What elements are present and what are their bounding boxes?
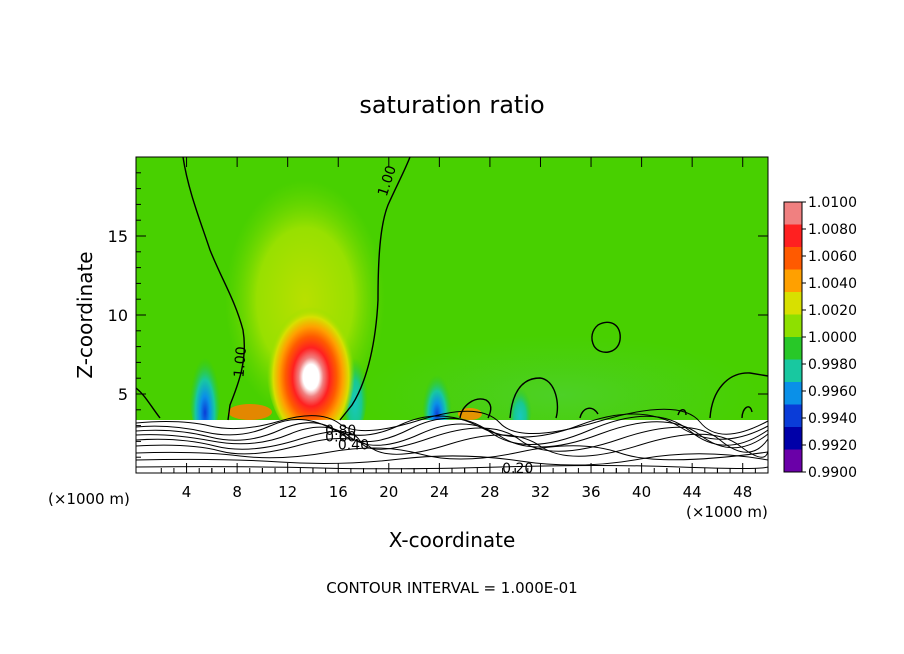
colorbar-swatch: [784, 449, 802, 473]
colorbar-level-label: 1.0020: [808, 303, 857, 319]
x-tick-label: 44: [683, 483, 702, 501]
colorbar-level-label: 0.9960: [808, 384, 857, 400]
contour-labels: 1.001.000.800.600.400.20: [231, 164, 533, 477]
contour-line-edge: [136, 387, 161, 419]
colorbar-swatch: [784, 382, 802, 405]
field-subsaturated-layer: [136, 420, 768, 473]
colorbar-level-label: 1.0080: [808, 222, 857, 238]
colorbar-swatch: [784, 404, 802, 428]
contour-line-closed: [591, 321, 621, 353]
colorbar-level-label: 0.9980: [808, 357, 857, 373]
x-tick-label: 24: [430, 483, 449, 501]
colorbar-level-label: 1.0040: [808, 276, 857, 292]
x-axis: 4 8 12 16 20 24 28 32 36 40 44 48: [160, 157, 756, 501]
x-tick-label: 48: [733, 483, 752, 501]
contour-line-closed: [741, 406, 753, 419]
colorbar-swatch: [784, 314, 802, 338]
contour-line: [136, 415, 768, 446]
contour-line-left: [182, 157, 245, 421]
contour-line: [136, 453, 768, 466]
x-tick-label: 20: [379, 483, 398, 501]
field-supersaturation-peak: [267, 300, 355, 440]
colorbar-level-label: 1.0100: [808, 195, 857, 211]
x-unit-right: (×1000 m): [686, 503, 768, 521]
colorbar-swatch: [784, 292, 802, 315]
contour-label: 1.00: [231, 346, 250, 378]
x-tick-label: 28: [480, 483, 499, 501]
x-tick-label: 36: [581, 483, 600, 501]
plot-field: [136, 157, 768, 473]
contour-line: [136, 465, 768, 470]
colorbar-swatch: [784, 269, 802, 293]
x-tick-label: 8: [232, 483, 242, 501]
colorbar-level-label: 0.9940: [808, 411, 857, 427]
colorbar-level-label: 0.9920: [808, 438, 857, 454]
field-dry-region-4: [508, 377, 532, 433]
colorbar-level-label: 0.9900: [808, 465, 857, 481]
contour-line: [136, 421, 768, 449]
contour-label: 0.40: [338, 437, 369, 453]
contour-line-closed: [709, 372, 768, 419]
colorbar-swatch: [784, 224, 802, 248]
x-tick-label: 12: [278, 483, 297, 501]
x-tick-label: 4: [182, 483, 192, 501]
contour-line-closed: [677, 409, 687, 416]
y-tick-label: 10: [108, 306, 128, 325]
colorbar-swatch: [784, 247, 802, 270]
contour-line: [136, 433, 768, 458]
unity-contour-lines: [136, 157, 768, 421]
y-tick-label: 5: [118, 385, 128, 404]
x-unit-left: (×1000 m): [48, 490, 130, 508]
contour-line: [136, 426, 768, 453]
x-tick-label: 32: [531, 483, 550, 501]
colorbar-swatch: [784, 359, 802, 383]
x-tick-label: 16: [329, 483, 348, 501]
contour-label: 0.60: [325, 429, 356, 445]
colorbar-level-label: 1.0000: [808, 330, 857, 346]
colorbar-level-label: 1.0060: [808, 249, 857, 265]
colorbar-swatch: [784, 202, 802, 225]
y-tick-label: 15: [108, 227, 128, 246]
colorbar: 1.0100 1.0080 1.0060 1.0040 1.0020 1.0000 0.99…: [783, 195, 857, 481]
field-warm-patch-1: [228, 404, 272, 420]
chart-title: saturation ratio: [359, 91, 544, 119]
contour-label: 0.20: [502, 461, 533, 477]
contour-label: 0.80: [325, 423, 356, 439]
x-axis-label: X-coordinate: [389, 528, 516, 552]
contour-interval-note: CONTOUR INTERVAL = 1.000E-01: [326, 579, 577, 597]
field-dry-region-3: [422, 355, 452, 435]
contour-line: [136, 445, 768, 461]
y-axis-label: Z-coordinate: [73, 251, 97, 378]
contour-line-closed: [579, 407, 599, 419]
colorbar-swatch: [784, 427, 802, 450]
lower-contour-lines: [136, 408, 768, 470]
x-tick-label: 40: [632, 483, 651, 501]
contour-line-closed: [459, 398, 492, 419]
y-axis: 5 10 15: [108, 172, 768, 458]
contour-line-right: [339, 157, 411, 421]
contour-line-closed: [509, 377, 559, 419]
field-dry-region-1: [189, 330, 221, 440]
colorbar-swatch: [784, 337, 802, 360]
contour-line: [136, 413, 768, 440]
